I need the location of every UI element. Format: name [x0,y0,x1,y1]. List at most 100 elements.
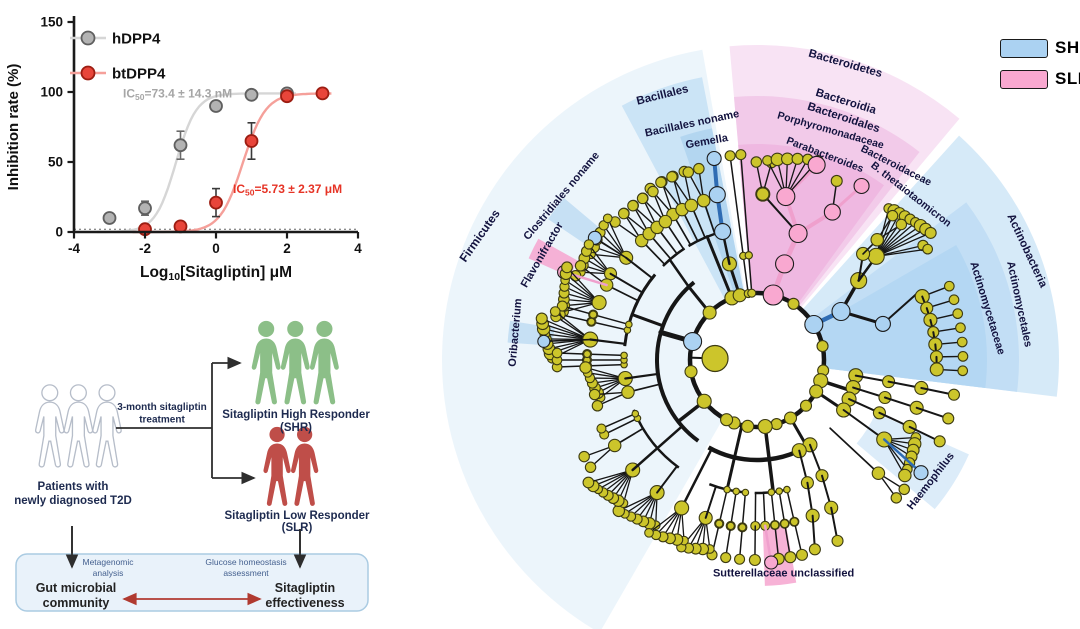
taxon-node [631,409,640,418]
taxon-node [799,399,813,412]
y-axis-label: Inhibition rate (%) [5,64,22,191]
taxon-node [696,393,712,409]
taxon-node [750,156,763,168]
legend-marker-btDPP4 [80,65,96,81]
x-tick-label: 2 [283,241,291,256]
taxon-node-shr [804,314,824,335]
patients-label: Patients with [38,481,109,493]
root-node [701,344,729,373]
taxon-node [957,351,969,362]
taxon-node [556,300,568,312]
taxon-node-shr [874,315,891,332]
taxon-node [870,233,884,247]
taxon-node [957,365,969,377]
gut-community-label: community [43,596,110,610]
legend-item-shr: SHR [1000,38,1080,58]
taxon-node [561,261,573,274]
taxon-node [587,317,596,326]
effectiveness-label: Sitagliptin [275,581,335,595]
outcome-box [15,553,369,612]
taxon-label: Sutterellaceae unclassified [713,567,854,579]
person-icon [280,320,310,405]
y-tick-label: 100 [40,85,63,100]
shr-label: SHR [1055,38,1080,57]
taxon-node-shr [537,334,551,348]
taxon-node [895,218,908,231]
taxon-node [943,280,955,292]
cladogram-tree [535,149,969,570]
taxon-node [584,461,597,474]
taxon-node [666,171,678,183]
taxon-node [898,468,912,483]
taxon-node-slr [853,177,870,195]
person-icon [63,384,94,468]
taxon-node-shr [714,222,732,241]
taxon-node [583,239,595,250]
patients-group [34,384,122,468]
slr-color-swatch [1000,69,1048,89]
taxon-node [682,166,695,178]
taxon-node [684,365,698,379]
series-legend-label: hDPP4 [112,31,161,48]
taxon-node [789,517,799,527]
taxon-node-slr [762,284,784,306]
person-icon [92,384,122,468]
taxon-node [591,294,607,311]
treatment-label: 3-month sitagliptin [117,402,206,413]
taxon-node [741,488,750,497]
taxon-node [738,523,747,532]
taxon-node [955,322,966,334]
taxon-node [795,548,809,561]
data-point-hDPP4 [138,201,152,216]
taxon-node-shr [831,301,851,322]
slr-label: SLR [1055,69,1080,88]
data-point-btDPP4 [209,195,223,210]
person-icon [309,320,339,405]
taxon-node [784,551,797,564]
taxon-node [602,213,613,224]
glucose-label: assessment [223,568,269,578]
taxon-node [831,534,844,547]
taxon-node [588,388,601,401]
taxon-node [574,260,587,272]
data-point-btDPP4 [244,134,259,148]
shr-color-swatch [1000,38,1048,58]
root-ring [687,290,827,430]
taxon-node [596,423,607,434]
taxon-node [886,209,899,222]
taxon-node [890,492,903,504]
taxon-node [871,466,886,480]
x-axis-label: Log10[Sitagliptin] μM [140,264,292,283]
taxon-node-slr [807,155,826,174]
taxon-node-slr [823,203,841,221]
taxon-node [741,419,755,433]
taxon-node [924,226,937,239]
taxon-node [747,288,757,298]
taxon-node [684,198,699,213]
series-legend-label: btDPP4 [112,66,166,83]
data-point-hDPP4 [244,87,259,102]
taxon-label: Oribacterium [507,298,525,367]
taxon-node-shr [683,331,703,352]
x-tick-label: -4 [68,241,80,256]
study-design-diagram: Patients with newly diagnosed T2D Sitaglip… [14,320,370,612]
taxon-node [715,519,724,528]
cladogram-legend: SHR SLR [1000,38,1080,89]
taxon-node [734,553,746,565]
taxon-wedges [442,45,1059,629]
taxon-node-shr [706,150,722,167]
taxon-node [770,418,783,431]
data-point-btDPP4 [280,89,294,104]
taxon-node [808,543,821,556]
taxon-node [723,485,731,494]
taxon-node [726,521,735,531]
taxon-node [947,388,961,401]
taxon-node [625,320,633,329]
taxon-node [732,487,740,496]
taxon-node [867,247,885,265]
slr-abbr: (SLR) [282,522,313,534]
taxon-node [767,488,776,497]
person-icon [251,320,281,405]
metagenomic-label: Metagenomic [82,557,134,567]
